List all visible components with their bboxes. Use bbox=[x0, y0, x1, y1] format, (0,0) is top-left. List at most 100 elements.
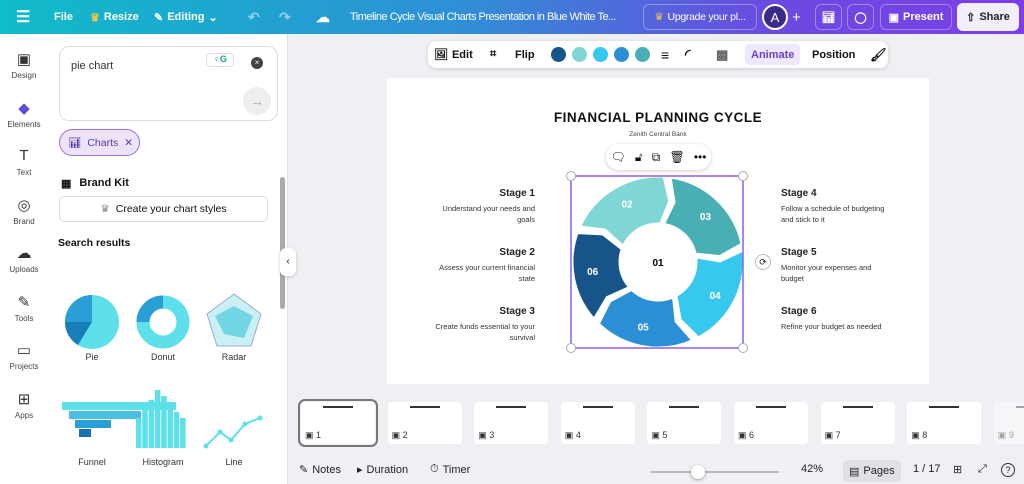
line-point[interactable] bbox=[242, 421, 248, 427]
color-swatch[interactable] bbox=[551, 47, 566, 62]
line-point[interactable] bbox=[257, 415, 263, 421]
page-thumbnail[interactable]: ▣ 6 bbox=[734, 402, 808, 444]
resize-handle[interactable] bbox=[738, 171, 748, 181]
help-icon[interactable]: ? bbox=[1001, 463, 1015, 477]
submit-search-icon[interactable]: → bbox=[243, 87, 271, 115]
radar-series[interactable] bbox=[215, 306, 253, 338]
crop-icon[interactable]: ⌗ bbox=[490, 48, 497, 60]
stage-title[interactable]: Stage 4 bbox=[781, 188, 817, 199]
corner-rounding-icon[interactable]: ◜ bbox=[685, 46, 691, 62]
cycle-segment[interactable] bbox=[674, 247, 746, 340]
grid-view-icon[interactable]: ⊞ bbox=[953, 464, 963, 476]
rail-item-uploads[interactable]: ☁ Uploads bbox=[0, 244, 48, 274]
cycle-segment[interactable] bbox=[661, 175, 744, 259]
duration-button[interactable]: ▸ Duration bbox=[357, 463, 408, 477]
stage-title[interactable]: Stage 2 bbox=[499, 247, 535, 258]
zoom-percent[interactable]: 42% bbox=[801, 463, 824, 475]
rail-item-projects[interactable]: ▭ Projects bbox=[0, 341, 48, 371]
stage-title[interactable]: Stage 3 bbox=[499, 306, 535, 317]
stage-description[interactable]: Follow a schedule of budgeting and stick… bbox=[781, 204, 885, 224]
pie-slice[interactable] bbox=[65, 322, 92, 345]
slide-title[interactable]: FINANCIAL PLANNING CYCLE bbox=[553, 110, 763, 125]
rail-item-apps[interactable]: ⊞ Apps bbox=[0, 390, 48, 420]
zoom-slider[interactable] bbox=[651, 465, 779, 479]
rotate-handle-icon[interactable]: ⟳ bbox=[755, 254, 771, 270]
color-swatch[interactable] bbox=[614, 47, 629, 62]
line-point[interactable] bbox=[228, 437, 234, 443]
transparency-icon[interactable]: ▩ bbox=[716, 46, 729, 62]
histogram-bar[interactable] bbox=[148, 400, 155, 448]
funnel-bar[interactable] bbox=[62, 402, 176, 410]
resize-handle[interactable] bbox=[566, 171, 576, 181]
histogram-bar[interactable] bbox=[154, 390, 161, 448]
animate-button[interactable]: Animate bbox=[745, 44, 801, 65]
funnel-bar[interactable] bbox=[79, 429, 91, 437]
border-style-icon[interactable]: ≡ bbox=[661, 46, 670, 63]
analytics-icon[interactable]: 📊︎ bbox=[815, 4, 842, 30]
document-title[interactable]: Timeline Cycle Visual Charts Presentatio… bbox=[350, 11, 616, 23]
pages-button[interactable]: ▤ Pages bbox=[843, 460, 901, 482]
slide-canvas[interactable]: FINANCIAL PLANNING CYCLE Zenith Central … bbox=[387, 78, 929, 384]
collapse-panel-button[interactable]: ‹ bbox=[280, 248, 296, 276]
clear-search-icon[interactable]: × bbox=[251, 57, 263, 69]
present-button[interactable]: ▣ Present bbox=[880, 4, 952, 30]
stage-description[interactable]: Create funds essential to your survival bbox=[435, 322, 535, 342]
histogram-bar[interactable] bbox=[167, 404, 174, 448]
stage-title[interactable]: Stage 5 bbox=[781, 247, 817, 258]
rail-item-elements[interactable]: ◆ Elements bbox=[0, 99, 48, 129]
resize-handle[interactable] bbox=[738, 343, 748, 353]
line-thumbnail[interactable] bbox=[205, 417, 261, 447]
stage-description[interactable]: Assess your current financial state bbox=[439, 263, 535, 283]
page-thumbnail[interactable]: ▣ 8 bbox=[907, 402, 982, 444]
cloud-save-icon[interactable]: ☁ bbox=[316, 8, 330, 25]
charts-filter-chip[interactable]: 📊︎ Charts ✕ bbox=[59, 129, 140, 156]
page-thumbnail[interactable]: ▣ 2 bbox=[387, 402, 462, 444]
comment-add-icon[interactable]: 🗨︎ bbox=[610, 150, 626, 164]
stage-description[interactable]: Refine your budget as needed bbox=[781, 322, 882, 331]
page-counter[interactable]: 1 / 17 bbox=[913, 463, 941, 475]
page-thumbnail[interactable]: ▣ 3 bbox=[474, 402, 549, 444]
comment-icon[interactable]: ◯ bbox=[847, 4, 874, 30]
histogram-bar[interactable] bbox=[136, 418, 142, 448]
notes-button[interactable]: ✎ Notes bbox=[299, 463, 341, 477]
position-button[interactable]: Position bbox=[812, 48, 856, 61]
avatar[interactable]: A bbox=[762, 4, 788, 30]
fullscreen-icon[interactable]: ⤢ bbox=[978, 463, 987, 475]
donut-slice[interactable] bbox=[136, 295, 164, 323]
page-thumbnail[interactable]: ▣ 5 bbox=[647, 402, 722, 444]
funnel-bar[interactable] bbox=[69, 411, 141, 419]
more-options-icon[interactable]: ••• bbox=[693, 150, 707, 164]
flip-button[interactable]: Flip bbox=[515, 48, 535, 61]
undo-icon[interactable]: ↶ bbox=[248, 8, 260, 25]
stage-description[interactable]: Understand your needs and goals bbox=[442, 204, 535, 224]
create-chart-styles-button[interactable]: ♛ Create your chart styles bbox=[59, 196, 268, 222]
color-swatch[interactable] bbox=[593, 47, 608, 62]
line-point[interactable] bbox=[203, 443, 209, 449]
stage-title[interactable]: Stage 6 bbox=[781, 306, 817, 317]
delete-icon[interactable]: 🗑︎ bbox=[669, 150, 685, 164]
color-swatch[interactable] bbox=[572, 47, 587, 62]
histogram-bar[interactable] bbox=[142, 410, 148, 448]
timer-button[interactable]: ⏱︎ Timer bbox=[430, 463, 470, 476]
resize-button[interactable]: ♛ Resize bbox=[90, 11, 139, 24]
search-box[interactable]: pie chart ♀G × → bbox=[59, 46, 278, 121]
redo-icon[interactable]: ↷ bbox=[279, 8, 291, 25]
add-collaborator-icon[interactable]: + bbox=[792, 8, 801, 26]
share-button[interactable]: ⇧ Share bbox=[957, 3, 1019, 31]
histogram-bar[interactable] bbox=[173, 412, 180, 448]
histogram-bar[interactable] bbox=[180, 418, 186, 448]
resize-handle[interactable] bbox=[566, 343, 576, 353]
cycle-chart[interactable]: 02 03 04 05 06 01 bbox=[387, 78, 929, 384]
editing-dropdown[interactable]: ✎ Editing ⌄ bbox=[154, 11, 218, 24]
page-thumbnail[interactable]: ▣ 1 bbox=[298, 399, 378, 447]
edit-button[interactable]: 🖼︎ Edit bbox=[434, 44, 473, 65]
stage-title[interactable]: Stage 1 bbox=[499, 188, 535, 199]
page-thumbnail[interactable]: ▣ 9 bbox=[993, 402, 1024, 444]
cycle-segment[interactable] bbox=[570, 231, 633, 323]
file-menu[interactable]: File bbox=[54, 11, 73, 23]
slide-subtitle[interactable]: Zenith Central Bank bbox=[629, 131, 687, 138]
upgrade-button[interactable]: ♛ Upgrade your pl... bbox=[643, 4, 757, 30]
funnel-bar[interactable] bbox=[75, 420, 111, 428]
pie-slice[interactable] bbox=[65, 295, 92, 322]
rail-item-design[interactable]: ▣ Design bbox=[0, 50, 48, 80]
